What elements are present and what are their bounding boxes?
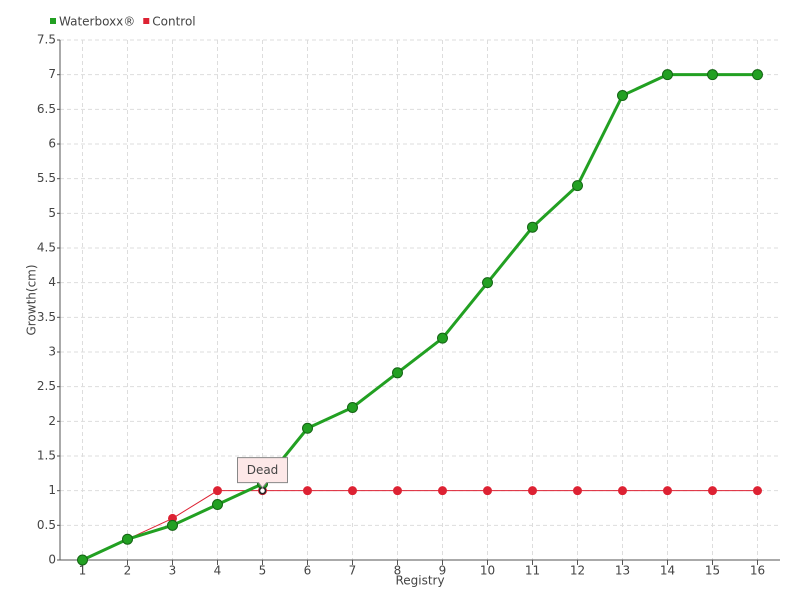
series-line bbox=[82, 490, 758, 561]
y-tick-label: 7.5 bbox=[37, 33, 56, 47]
x-tick-label: 5 bbox=[259, 564, 267, 578]
legend-swatch bbox=[143, 18, 150, 24]
annotation-point bbox=[258, 486, 267, 495]
data-point bbox=[663, 486, 672, 496]
y-tick-label: 2.5 bbox=[37, 379, 56, 393]
x-tick-label: 8 bbox=[394, 564, 402, 578]
y-tick-label: 0.5 bbox=[37, 518, 56, 532]
data-point bbox=[302, 422, 313, 434]
data-point bbox=[77, 554, 88, 566]
data-point bbox=[618, 486, 627, 496]
x-tick-label: 6 bbox=[304, 564, 312, 578]
annotation-box bbox=[237, 457, 288, 489]
x-tick-label: 15 bbox=[705, 564, 720, 578]
data-point bbox=[348, 486, 357, 496]
data-point bbox=[347, 401, 358, 413]
y-tick-label: 3.5 bbox=[37, 310, 56, 324]
data-point bbox=[303, 486, 312, 496]
y-axis-label: Growth(cm) bbox=[25, 264, 39, 335]
data-point bbox=[708, 486, 717, 496]
x-tick-label: 1 bbox=[79, 564, 87, 578]
data-point bbox=[393, 486, 402, 496]
x-tick-label: 4 bbox=[214, 564, 222, 578]
data-point bbox=[572, 180, 583, 192]
x-tick-label: 16 bbox=[750, 564, 765, 578]
data-point bbox=[213, 486, 222, 496]
y-tick-label: 5 bbox=[48, 206, 56, 220]
x-tick-label: 14 bbox=[660, 564, 675, 578]
y-tick-label: 5.5 bbox=[37, 171, 56, 185]
data-point bbox=[617, 89, 628, 101]
y-tick-label: 7 bbox=[48, 67, 56, 81]
data-point bbox=[438, 486, 447, 496]
x-tick-label: 10 bbox=[480, 564, 495, 578]
y-tick-label: 6 bbox=[48, 137, 56, 151]
x-tick-label: 7 bbox=[349, 564, 357, 578]
legend-label: Waterboxx® bbox=[59, 15, 135, 29]
legend-swatch bbox=[50, 18, 56, 24]
data-point bbox=[437, 332, 448, 344]
y-tick-label: 4.5 bbox=[37, 241, 56, 255]
annotation: Dead bbox=[237, 457, 288, 489]
x-tick-label: 13 bbox=[615, 564, 630, 578]
data-point bbox=[573, 486, 582, 496]
y-tick-label: 6.5 bbox=[37, 102, 56, 116]
x-tick-label: 11 bbox=[525, 564, 540, 578]
data-point bbox=[753, 486, 762, 496]
legend-label: Control bbox=[152, 15, 195, 29]
x-tick-label: 3 bbox=[169, 564, 177, 578]
data-point bbox=[752, 69, 763, 81]
x-tick-label: 12 bbox=[570, 564, 585, 578]
series-line bbox=[81, 73, 758, 562]
data-point bbox=[122, 533, 133, 545]
y-tick-label: 4 bbox=[48, 275, 56, 289]
data-point bbox=[528, 486, 537, 496]
data-point bbox=[662, 69, 673, 81]
x-tick-label: 9 bbox=[439, 564, 447, 578]
data-point bbox=[707, 69, 718, 81]
y-tick-label: 1 bbox=[48, 483, 56, 497]
x-tick-label: 2 bbox=[124, 564, 132, 578]
x-axis-label: Registry bbox=[395, 574, 444, 588]
y-tick-label: 2 bbox=[48, 414, 56, 428]
annotation-text: Dead bbox=[247, 463, 279, 477]
data-point bbox=[482, 277, 493, 289]
data-point bbox=[167, 519, 178, 531]
data-point bbox=[212, 499, 223, 511]
y-tick-label: 3 bbox=[48, 345, 56, 359]
data-point bbox=[392, 367, 403, 379]
y-tick-label: 0 bbox=[48, 553, 56, 567]
data-point bbox=[483, 486, 492, 496]
y-tick-label: 1.5 bbox=[37, 449, 56, 463]
data-point bbox=[527, 221, 538, 233]
